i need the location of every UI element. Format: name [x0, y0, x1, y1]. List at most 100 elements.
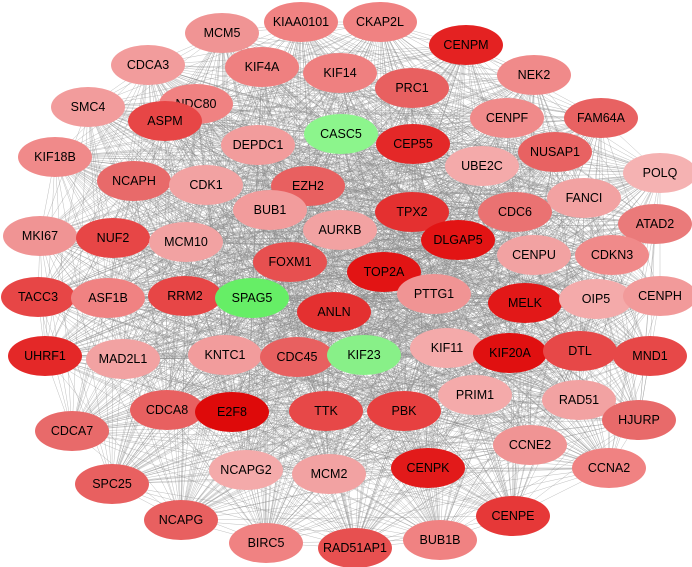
node: [470, 98, 544, 138]
node: [429, 25, 503, 65]
node: [376, 124, 450, 164]
node-label: ATAD2: [636, 217, 674, 231]
node-label: UBE2C: [461, 159, 503, 173]
node-label: ASF1B: [88, 291, 128, 305]
node: [493, 425, 567, 465]
node: [476, 496, 550, 536]
node-label: CASC5: [320, 127, 362, 141]
node: [575, 235, 649, 275]
node: [229, 523, 303, 563]
node-label: CDKN3: [591, 248, 633, 262]
node: [97, 161, 171, 201]
node-label: SPC25: [92, 477, 132, 491]
node-label: UHRF1: [24, 349, 66, 363]
node-label: MND1: [632, 349, 667, 363]
node: [478, 192, 552, 232]
node-label: CENPE: [491, 509, 534, 523]
node-label: CDCA8: [146, 403, 188, 417]
node-label: RRM2: [167, 289, 202, 303]
node-label: KIAA0101: [273, 15, 329, 29]
node: [51, 87, 125, 127]
node: [327, 335, 401, 375]
node-label: TACC3: [18, 290, 58, 304]
node: [289, 391, 363, 431]
node-label: MCM10: [164, 235, 208, 249]
node-label: CEP55: [393, 137, 433, 151]
node-label: CENPK: [406, 461, 450, 475]
node: [564, 98, 638, 138]
node-label: NUSAP1: [530, 145, 580, 159]
node-label: CENPU: [512, 248, 556, 262]
node: [347, 252, 421, 292]
node-label: PRIM1: [456, 388, 494, 402]
node-label: POLQ: [643, 166, 678, 180]
node-label: CDK1: [189, 178, 222, 192]
node-label: KIF20A: [489, 346, 531, 360]
node-label: PBK: [391, 404, 417, 418]
node: [149, 222, 223, 262]
node-label: ANLN: [317, 305, 350, 319]
node: [1, 277, 75, 317]
node-label: DLGAP5: [433, 233, 482, 247]
node: [473, 333, 547, 373]
node: [215, 278, 289, 318]
node-label: KIF4A: [245, 60, 280, 74]
node-label: DTL: [568, 344, 592, 358]
node: [111, 45, 185, 85]
node-label: ASPM: [147, 114, 182, 128]
node: [209, 450, 283, 490]
node-label: NCAPH: [112, 174, 156, 188]
node-label: MCM5: [204, 26, 241, 40]
node: [421, 220, 495, 260]
node: [185, 13, 259, 53]
node-label: EZH2: [292, 179, 324, 193]
node-label: FOXM1: [268, 255, 311, 269]
node-label: RAD51AP1: [323, 541, 387, 555]
node: [18, 137, 92, 177]
node: [292, 454, 366, 494]
node-label: PRC1: [395, 81, 428, 95]
node-label: HJURP: [618, 413, 660, 427]
node: [303, 210, 377, 250]
node: [623, 153, 692, 193]
node-label: KIF18B: [34, 150, 76, 164]
node: [572, 448, 646, 488]
node: [543, 331, 617, 371]
node: [542, 380, 616, 420]
node: [410, 328, 484, 368]
node: [130, 390, 204, 430]
node: [75, 464, 149, 504]
node-label: FANCI: [566, 191, 603, 205]
node: [318, 528, 392, 567]
node-label: BUB1B: [420, 533, 461, 547]
node: [613, 336, 687, 376]
node: [343, 2, 417, 42]
node: [195, 392, 269, 432]
node-label: NEK2: [518, 68, 551, 82]
node-label: PTTG1: [414, 287, 454, 301]
node-label: CKAP2L: [356, 15, 404, 29]
node: [8, 336, 82, 376]
node-label: OIP5: [582, 292, 611, 306]
node: [169, 165, 243, 205]
node: [71, 278, 145, 318]
node-label: FAM64A: [577, 111, 626, 125]
node-label: AURKB: [318, 223, 361, 237]
node-label: CENPM: [443, 38, 488, 52]
node: [303, 53, 377, 93]
node: [233, 190, 307, 230]
node-label: MKI67: [22, 229, 58, 243]
node: [518, 132, 592, 172]
node-label: TOP2A: [364, 265, 405, 279]
node: [488, 283, 562, 323]
node: [221, 125, 295, 165]
node: [86, 339, 160, 379]
node-label: MELK: [508, 296, 543, 310]
node-label: CDCA3: [127, 58, 169, 72]
node-label: TPX2: [396, 205, 427, 219]
node-label: KIF23: [347, 348, 380, 362]
node: [264, 2, 338, 42]
node-label: NUF2: [97, 231, 130, 245]
